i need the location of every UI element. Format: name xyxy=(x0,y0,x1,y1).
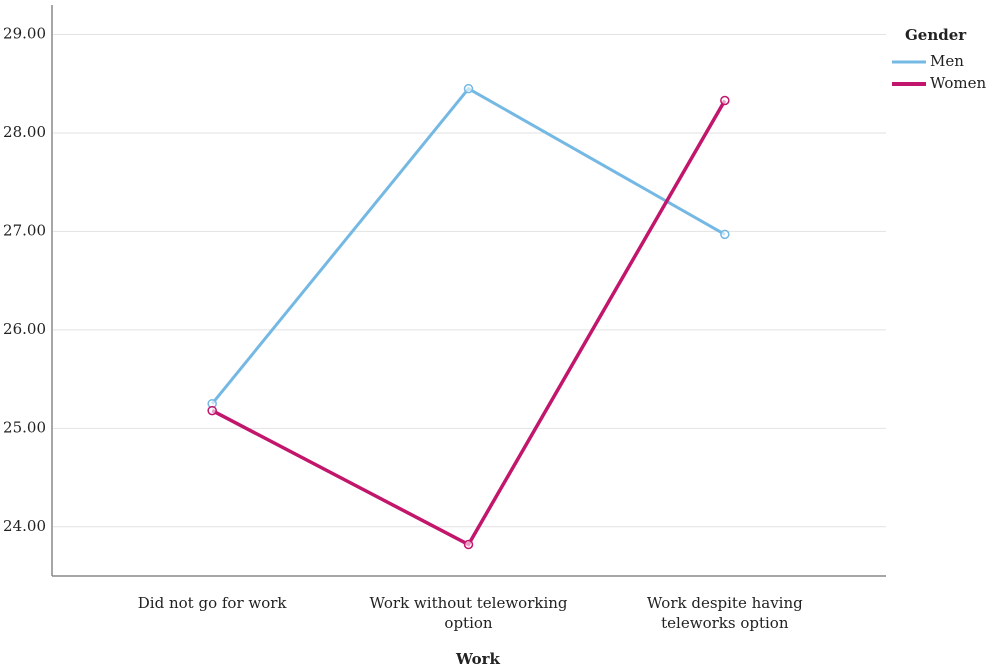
marker xyxy=(207,405,217,416)
y-tick-label: 24.00 xyxy=(3,517,46,535)
x-tick-label: Work without teleworking option xyxy=(369,594,568,632)
series-line xyxy=(211,86,726,405)
series-line xyxy=(211,99,727,547)
y-tick-label: 26.00 xyxy=(3,320,46,338)
marker xyxy=(463,539,474,550)
y-tick-label: 28.00 xyxy=(3,123,46,141)
y-tick-label: 27.00 xyxy=(3,221,46,239)
x-axis-title: Work xyxy=(455,650,501,668)
legend-title: Gender xyxy=(905,26,967,44)
marker xyxy=(463,83,474,94)
x-tick-label: Work despite having teleworks option xyxy=(646,594,803,632)
y-tick-label: 25.00 xyxy=(3,418,46,436)
marker xyxy=(720,229,730,240)
x-tick-label: Did not go for work xyxy=(137,594,287,612)
y-tick-label: 29.00 xyxy=(3,25,46,43)
legend-label: Men xyxy=(930,52,964,70)
marker xyxy=(720,95,730,106)
legend-label: Women xyxy=(930,74,987,92)
